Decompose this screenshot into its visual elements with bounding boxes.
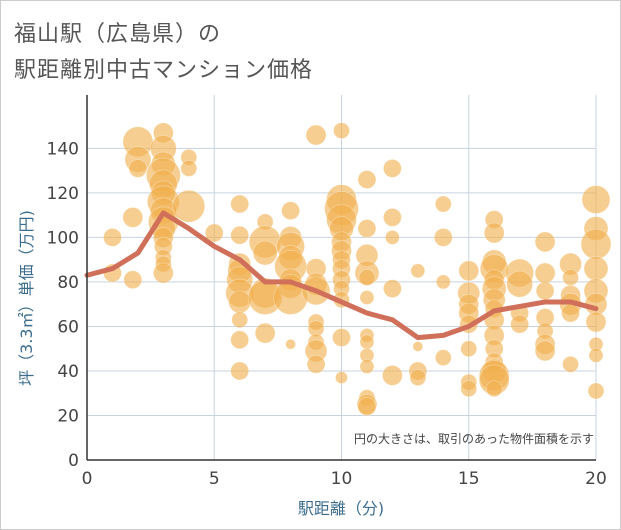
- bubble-point: [382, 159, 402, 178]
- bubble-point: [230, 225, 250, 245]
- bubble-point: [180, 160, 198, 177]
- bubble-point: [483, 222, 505, 244]
- bubble-point: [580, 228, 612, 260]
- bubble-point: [435, 274, 451, 290]
- trend-series: [84, 210, 599, 341]
- y-tick-label: 20: [57, 406, 79, 426]
- bubble-point: [587, 382, 605, 400]
- bubble-point: [230, 361, 250, 381]
- bubble-point: [510, 314, 530, 334]
- bubble-point: [434, 349, 452, 367]
- bubble-point: [172, 189, 206, 223]
- bubble-point: [333, 122, 350, 139]
- bubble-point: [384, 230, 400, 245]
- bubble-point: [534, 340, 556, 362]
- bubble-point: [254, 322, 276, 344]
- bubble-point: [252, 240, 278, 266]
- y-tick-label: 0: [68, 451, 79, 471]
- bubble-point: [359, 359, 375, 374]
- y-tick-label: 140: [47, 139, 79, 159]
- bubble-point: [103, 228, 122, 247]
- bubble-point: [231, 311, 249, 329]
- x-tick-label: 15: [458, 469, 480, 489]
- x-axis-label: 駅距離（分): [298, 499, 384, 518]
- axes: 0 20 40 60 80 100 120 140 0 5 10 15 20: [47, 95, 607, 489]
- bubble-point: [122, 206, 144, 228]
- bubble-point: [281, 201, 301, 221]
- bubble-point: [460, 380, 478, 398]
- bubble-point: [128, 159, 148, 178]
- y-tick-label: 40: [57, 362, 79, 382]
- chart-title-line2: 駅距離別中古マンション価格: [14, 58, 314, 83]
- x-tick-label: 5: [209, 469, 220, 489]
- bubble-point: [123, 270, 143, 290]
- bubble-point: [534, 231, 556, 253]
- y-tick-label: 100: [47, 228, 79, 248]
- bubble-point: [357, 397, 377, 416]
- bubble-point: [382, 207, 402, 227]
- bubble-point: [152, 262, 174, 284]
- trend-line: [84, 210, 599, 341]
- bubble-point: [534, 262, 556, 284]
- x-tick-label: 20: [585, 469, 607, 489]
- y-axis-label: 坪（3.3㎡）単価（万円): [17, 210, 36, 386]
- bubble-point: [410, 263, 426, 279]
- bubble-point: [583, 256, 609, 281]
- bubble-point: [409, 369, 427, 387]
- bubble-point: [581, 185, 611, 214]
- size-legend-note: 円の大きさは、取引のあった物件面積を示す: [354, 431, 594, 446]
- bubble-point: [506, 270, 534, 298]
- bubble-point: [412, 341, 424, 352]
- bubble-point: [561, 303, 580, 323]
- bubble-point: [332, 328, 351, 347]
- bubble-point: [585, 311, 607, 333]
- bubble-point: [460, 340, 478, 358]
- bubble-series: [103, 122, 612, 416]
- bubble-point: [562, 355, 579, 373]
- y-tick-label: 60: [57, 317, 79, 337]
- bubble-point: [381, 365, 403, 386]
- bubble-point: [535, 281, 555, 301]
- bubble-point: [230, 330, 250, 350]
- bubble-point: [335, 371, 348, 385]
- bubble-point: [359, 334, 375, 350]
- bubble-point: [382, 279, 402, 299]
- bubble-point: [357, 219, 377, 238]
- bubble-point: [204, 223, 224, 243]
- bubble-point: [433, 228, 453, 247]
- bubble-point: [305, 124, 327, 146]
- bubble-point: [588, 347, 604, 363]
- bubble-point: [285, 338, 297, 350]
- chart-title-line1: 福山駅（広島県）の: [14, 22, 222, 47]
- bubble-point: [357, 170, 377, 189]
- bubble-point: [359, 290, 375, 305]
- x-tick-label: 0: [82, 469, 93, 489]
- y-tick-label: 120: [47, 184, 79, 204]
- y-tick-label: 80: [57, 273, 79, 293]
- bubble-point: [228, 290, 252, 314]
- bubble-point: [230, 194, 250, 214]
- bubble-point: [358, 269, 376, 286]
- bubble-point: [434, 195, 452, 213]
- x-tick-label: 10: [331, 469, 353, 489]
- bubble-point: [485, 380, 503, 398]
- bubble-point: [306, 354, 326, 374]
- bubble-point: [562, 269, 579, 286]
- bubble-point: [458, 260, 480, 282]
